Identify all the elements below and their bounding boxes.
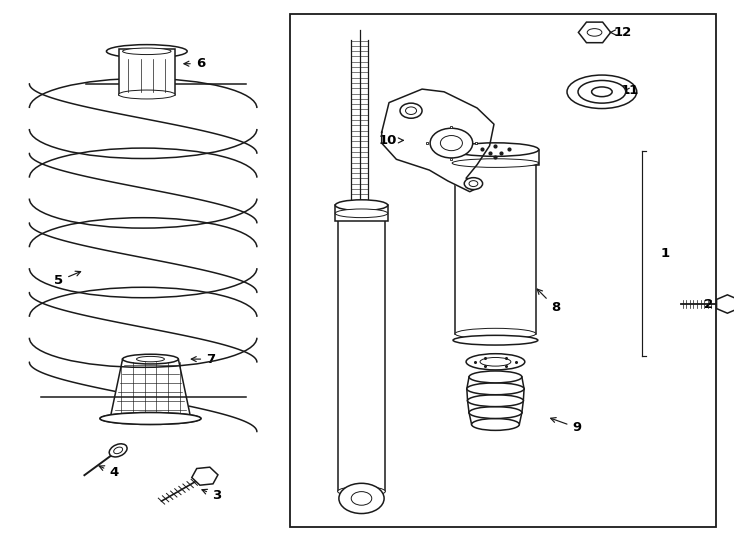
- Ellipse shape: [137, 356, 164, 362]
- Text: 10: 10: [378, 134, 403, 147]
- Ellipse shape: [452, 143, 539, 157]
- Bar: [338, 205, 385, 491]
- Ellipse shape: [335, 200, 388, 211]
- Bar: [290, 14, 716, 526]
- Ellipse shape: [578, 80, 625, 103]
- Ellipse shape: [471, 418, 520, 430]
- Polygon shape: [110, 359, 191, 418]
- Text: 12: 12: [610, 26, 631, 39]
- Text: 11: 11: [621, 84, 639, 97]
- Ellipse shape: [480, 357, 511, 366]
- Ellipse shape: [100, 413, 201, 424]
- Ellipse shape: [567, 75, 636, 109]
- Ellipse shape: [466, 354, 525, 370]
- Ellipse shape: [119, 90, 175, 99]
- Ellipse shape: [109, 444, 127, 457]
- Ellipse shape: [440, 136, 462, 151]
- Ellipse shape: [469, 180, 478, 186]
- Ellipse shape: [106, 45, 187, 58]
- Ellipse shape: [469, 407, 522, 418]
- Ellipse shape: [592, 87, 612, 97]
- Ellipse shape: [455, 328, 536, 339]
- Ellipse shape: [469, 371, 522, 383]
- Ellipse shape: [464, 178, 483, 190]
- Text: 3: 3: [202, 489, 221, 502]
- Ellipse shape: [338, 487, 385, 496]
- Ellipse shape: [467, 383, 524, 395]
- Ellipse shape: [587, 29, 602, 36]
- Ellipse shape: [453, 335, 538, 345]
- Text: 6: 6: [184, 57, 205, 70]
- Text: 1: 1: [661, 247, 669, 260]
- Ellipse shape: [468, 395, 523, 407]
- Bar: [335, 205, 388, 221]
- Bar: [118, 49, 175, 94]
- Ellipse shape: [123, 354, 178, 364]
- Bar: [452, 150, 539, 165]
- Bar: [455, 151, 536, 334]
- Ellipse shape: [123, 48, 171, 55]
- Polygon shape: [382, 89, 494, 192]
- Text: 5: 5: [54, 271, 81, 287]
- Text: 8: 8: [537, 289, 560, 314]
- Text: 2: 2: [704, 298, 722, 310]
- Ellipse shape: [335, 209, 388, 218]
- Ellipse shape: [405, 107, 416, 114]
- Ellipse shape: [430, 128, 473, 158]
- Text: 7: 7: [192, 353, 215, 366]
- Ellipse shape: [100, 413, 201, 424]
- Text: 9: 9: [550, 417, 581, 434]
- Ellipse shape: [400, 103, 422, 118]
- Text: 4: 4: [99, 466, 118, 479]
- Ellipse shape: [452, 159, 539, 167]
- Ellipse shape: [114, 447, 123, 454]
- Ellipse shape: [339, 483, 384, 514]
- Ellipse shape: [352, 491, 372, 505]
